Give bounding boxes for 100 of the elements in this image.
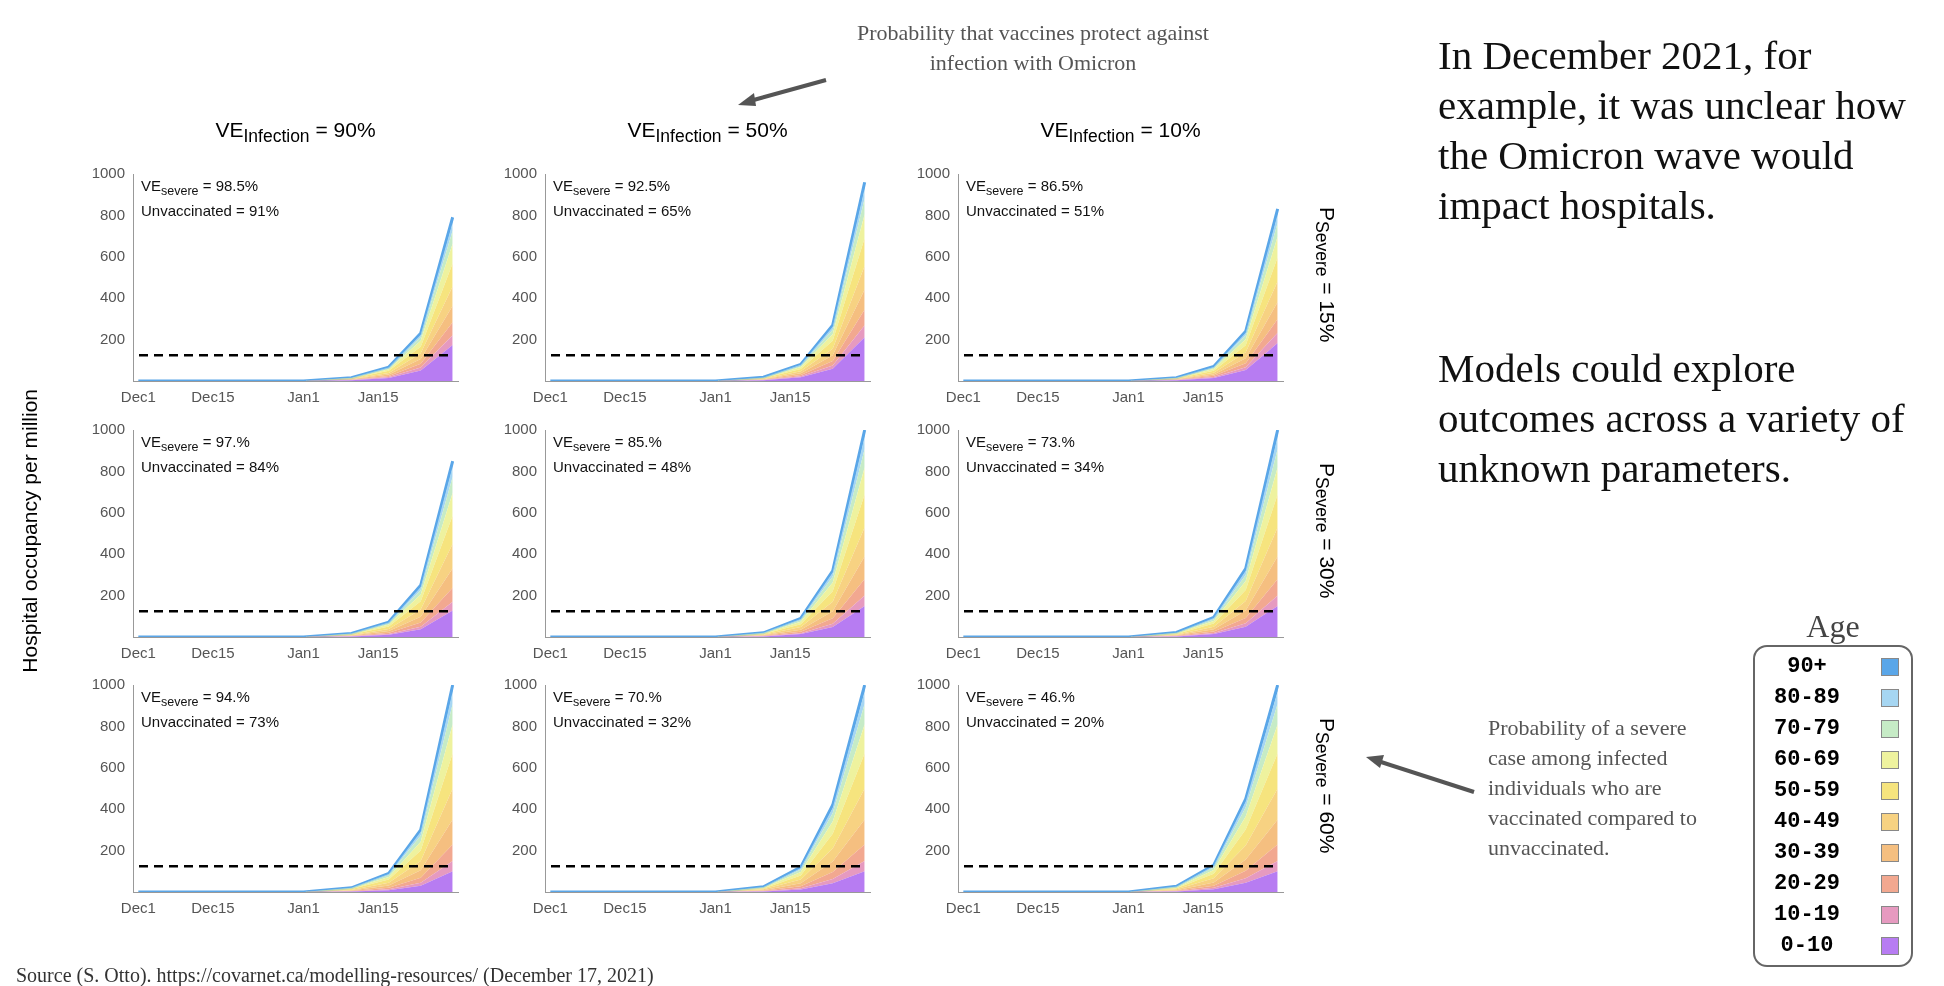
- x-tick-label: Jan1: [1112, 899, 1145, 917]
- x-tick-label: Jan15: [769, 899, 811, 917]
- y-tick-label: 600: [99, 246, 125, 264]
- y-tick-label: 200: [511, 585, 537, 603]
- x-tick-label: Jan15: [769, 388, 811, 406]
- x-tick-label: Dec15: [191, 644, 235, 662]
- y-tick-label: 200: [511, 840, 537, 858]
- x-tick-label: Dec15: [1016, 388, 1060, 406]
- x-tick-label: Dec15: [1016, 644, 1060, 662]
- x-tick-label: Dec15: [191, 899, 235, 917]
- y-tick-label: 800: [924, 205, 950, 223]
- text: Probability that vaccines protect against infection with Omicron: [856, 19, 1210, 77]
- legend-label: 0-10: [1779, 933, 1835, 958]
- legend-label: 40-49: [1773, 809, 1841, 834]
- x-tick-label: Dec15: [603, 388, 647, 406]
- annotation: VE$_{severe}$ = 86.5%: [966, 176, 1085, 200]
- chart-title: VE$_{Infection}$ = 50%: [626, 118, 789, 148]
- x-tick-label: Dec15: [1016, 899, 1060, 917]
- y-tick-label: 400: [511, 799, 537, 817]
- legend-label: 10-19: [1773, 902, 1841, 927]
- text: Models could explore outcomes across a variety of unknown parameters.: [1438, 344, 1906, 493]
- y-tick-label: 200: [924, 585, 950, 603]
- y-tick-label: 1000: [503, 420, 537, 438]
- y-tick-label: 400: [511, 544, 537, 562]
- legend-label: 30-39: [1773, 840, 1841, 865]
- source-note: Source (S. Otto). https://covarnet.ca/modelling-resources/ (December 17, 2021): [16, 963, 654, 986]
- y-tick-label: 1000: [91, 420, 125, 438]
- y-tick-label: 800: [99, 716, 125, 734]
- legend-label: 20-29: [1773, 871, 1841, 896]
- legend-label: 50-59: [1773, 778, 1841, 803]
- annotation: Unvaccinated = 65%: [553, 201, 692, 221]
- annotation: Unvaccinated = 73%: [141, 712, 280, 732]
- x-tick-label: Jan1: [699, 644, 732, 662]
- x-tick-label: Dec1: [945, 644, 981, 662]
- annotation: VE$_{severe}$ = 94.%: [141, 687, 251, 711]
- x-tick-label: Dec15: [191, 388, 235, 406]
- y-tick-label: 600: [511, 502, 537, 520]
- y-tick-label: 1000: [91, 675, 125, 693]
- annotation: Unvaccinated = 91%: [141, 201, 280, 221]
- x-tick-label: Jan15: [357, 388, 399, 406]
- y-tick-label: 800: [924, 461, 950, 479]
- x-tick-label: Jan15: [357, 644, 399, 662]
- y-tick-label: 200: [511, 329, 537, 347]
- text: 90+: [1786, 654, 1828, 679]
- x-tick-label: Jan15: [1182, 644, 1224, 662]
- y-tick-label: 200: [924, 329, 950, 347]
- y-tick-label: 800: [924, 716, 950, 734]
- x-tick-label: Jan15: [1182, 899, 1224, 917]
- chart-title: VE$_{Infection}$ = 10%: [1039, 118, 1202, 148]
- y-tick-label: 800: [99, 205, 125, 223]
- y-axis-title: Hospital occupancy per million: [18, 389, 42, 673]
- text: Probability of a severe case among infected individuals who are vaccinated compared to unvaccinated.: [1488, 714, 1698, 862]
- y-tick-label: 200: [99, 329, 125, 347]
- annotation: VE$_{severe}$ = 97.%: [141, 432, 251, 456]
- x-tick-label: Jan15: [769, 644, 811, 662]
- chart-title: VE$_{Infection}$ = 90%: [214, 118, 377, 148]
- annotation: VE$_{severe}$ = 73.%: [966, 432, 1076, 456]
- y-tick-label: 400: [99, 288, 125, 306]
- y-tick-label: 400: [924, 544, 950, 562]
- x-tick-label: Jan1: [1112, 388, 1145, 406]
- legend-label: 80-89: [1773, 685, 1841, 710]
- y-tick-label: 1000: [916, 164, 950, 182]
- y-tick-label: 1000: [503, 164, 537, 182]
- y-tick-label: 400: [511, 288, 537, 306]
- x-tick-label: Dec1: [532, 644, 568, 662]
- x-tick-label: Dec15: [603, 644, 647, 662]
- y-tick-label: 800: [511, 716, 537, 734]
- x-tick-label: Dec15: [603, 899, 647, 917]
- y-tick-label: 600: [924, 757, 950, 775]
- y-tick-label: 400: [99, 799, 125, 817]
- y-tick-label: 1000: [503, 675, 537, 693]
- x-tick-label: Dec1: [120, 388, 156, 406]
- annotation: VE$_{severe}$ = 98.5%: [141, 176, 260, 200]
- x-tick-label: Dec1: [532, 388, 568, 406]
- y-tick-label: 800: [511, 461, 537, 479]
- x-tick-label: Jan15: [357, 899, 399, 917]
- y-tick-label: 600: [924, 502, 950, 520]
- annotation: Unvaccinated = 84%: [141, 457, 280, 477]
- y-tick-label: 800: [99, 461, 125, 479]
- x-tick-label: Dec1: [532, 899, 568, 917]
- x-tick-label: Dec1: [945, 899, 981, 917]
- y-tick-label: 600: [99, 502, 125, 520]
- legend-label: 60-69: [1773, 747, 1841, 772]
- y-tick-label: 600: [511, 246, 537, 264]
- x-tick-label: Jan1: [1112, 644, 1145, 662]
- y-tick-label: 200: [99, 840, 125, 858]
- y-tick-label: 600: [511, 757, 537, 775]
- y-tick-label: 800: [511, 205, 537, 223]
- x-tick-label: Jan1: [699, 388, 732, 406]
- annotation: Unvaccinated = 34%: [966, 457, 1105, 477]
- x-tick-label: Jan1: [287, 899, 320, 917]
- x-tick-label: Jan1: [699, 899, 732, 917]
- x-tick-label: Dec1: [120, 644, 156, 662]
- y-tick-label: 400: [924, 288, 950, 306]
- y-tick-label: 1000: [916, 420, 950, 438]
- x-tick-label: Dec1: [120, 899, 156, 917]
- annotation: VE$_{severe}$ = 70.%: [553, 687, 663, 711]
- annotation: VE$_{severe}$ = 92.5%: [553, 176, 672, 200]
- y-tick-label: 600: [924, 246, 950, 264]
- x-tick-label: Jan15: [1182, 388, 1224, 406]
